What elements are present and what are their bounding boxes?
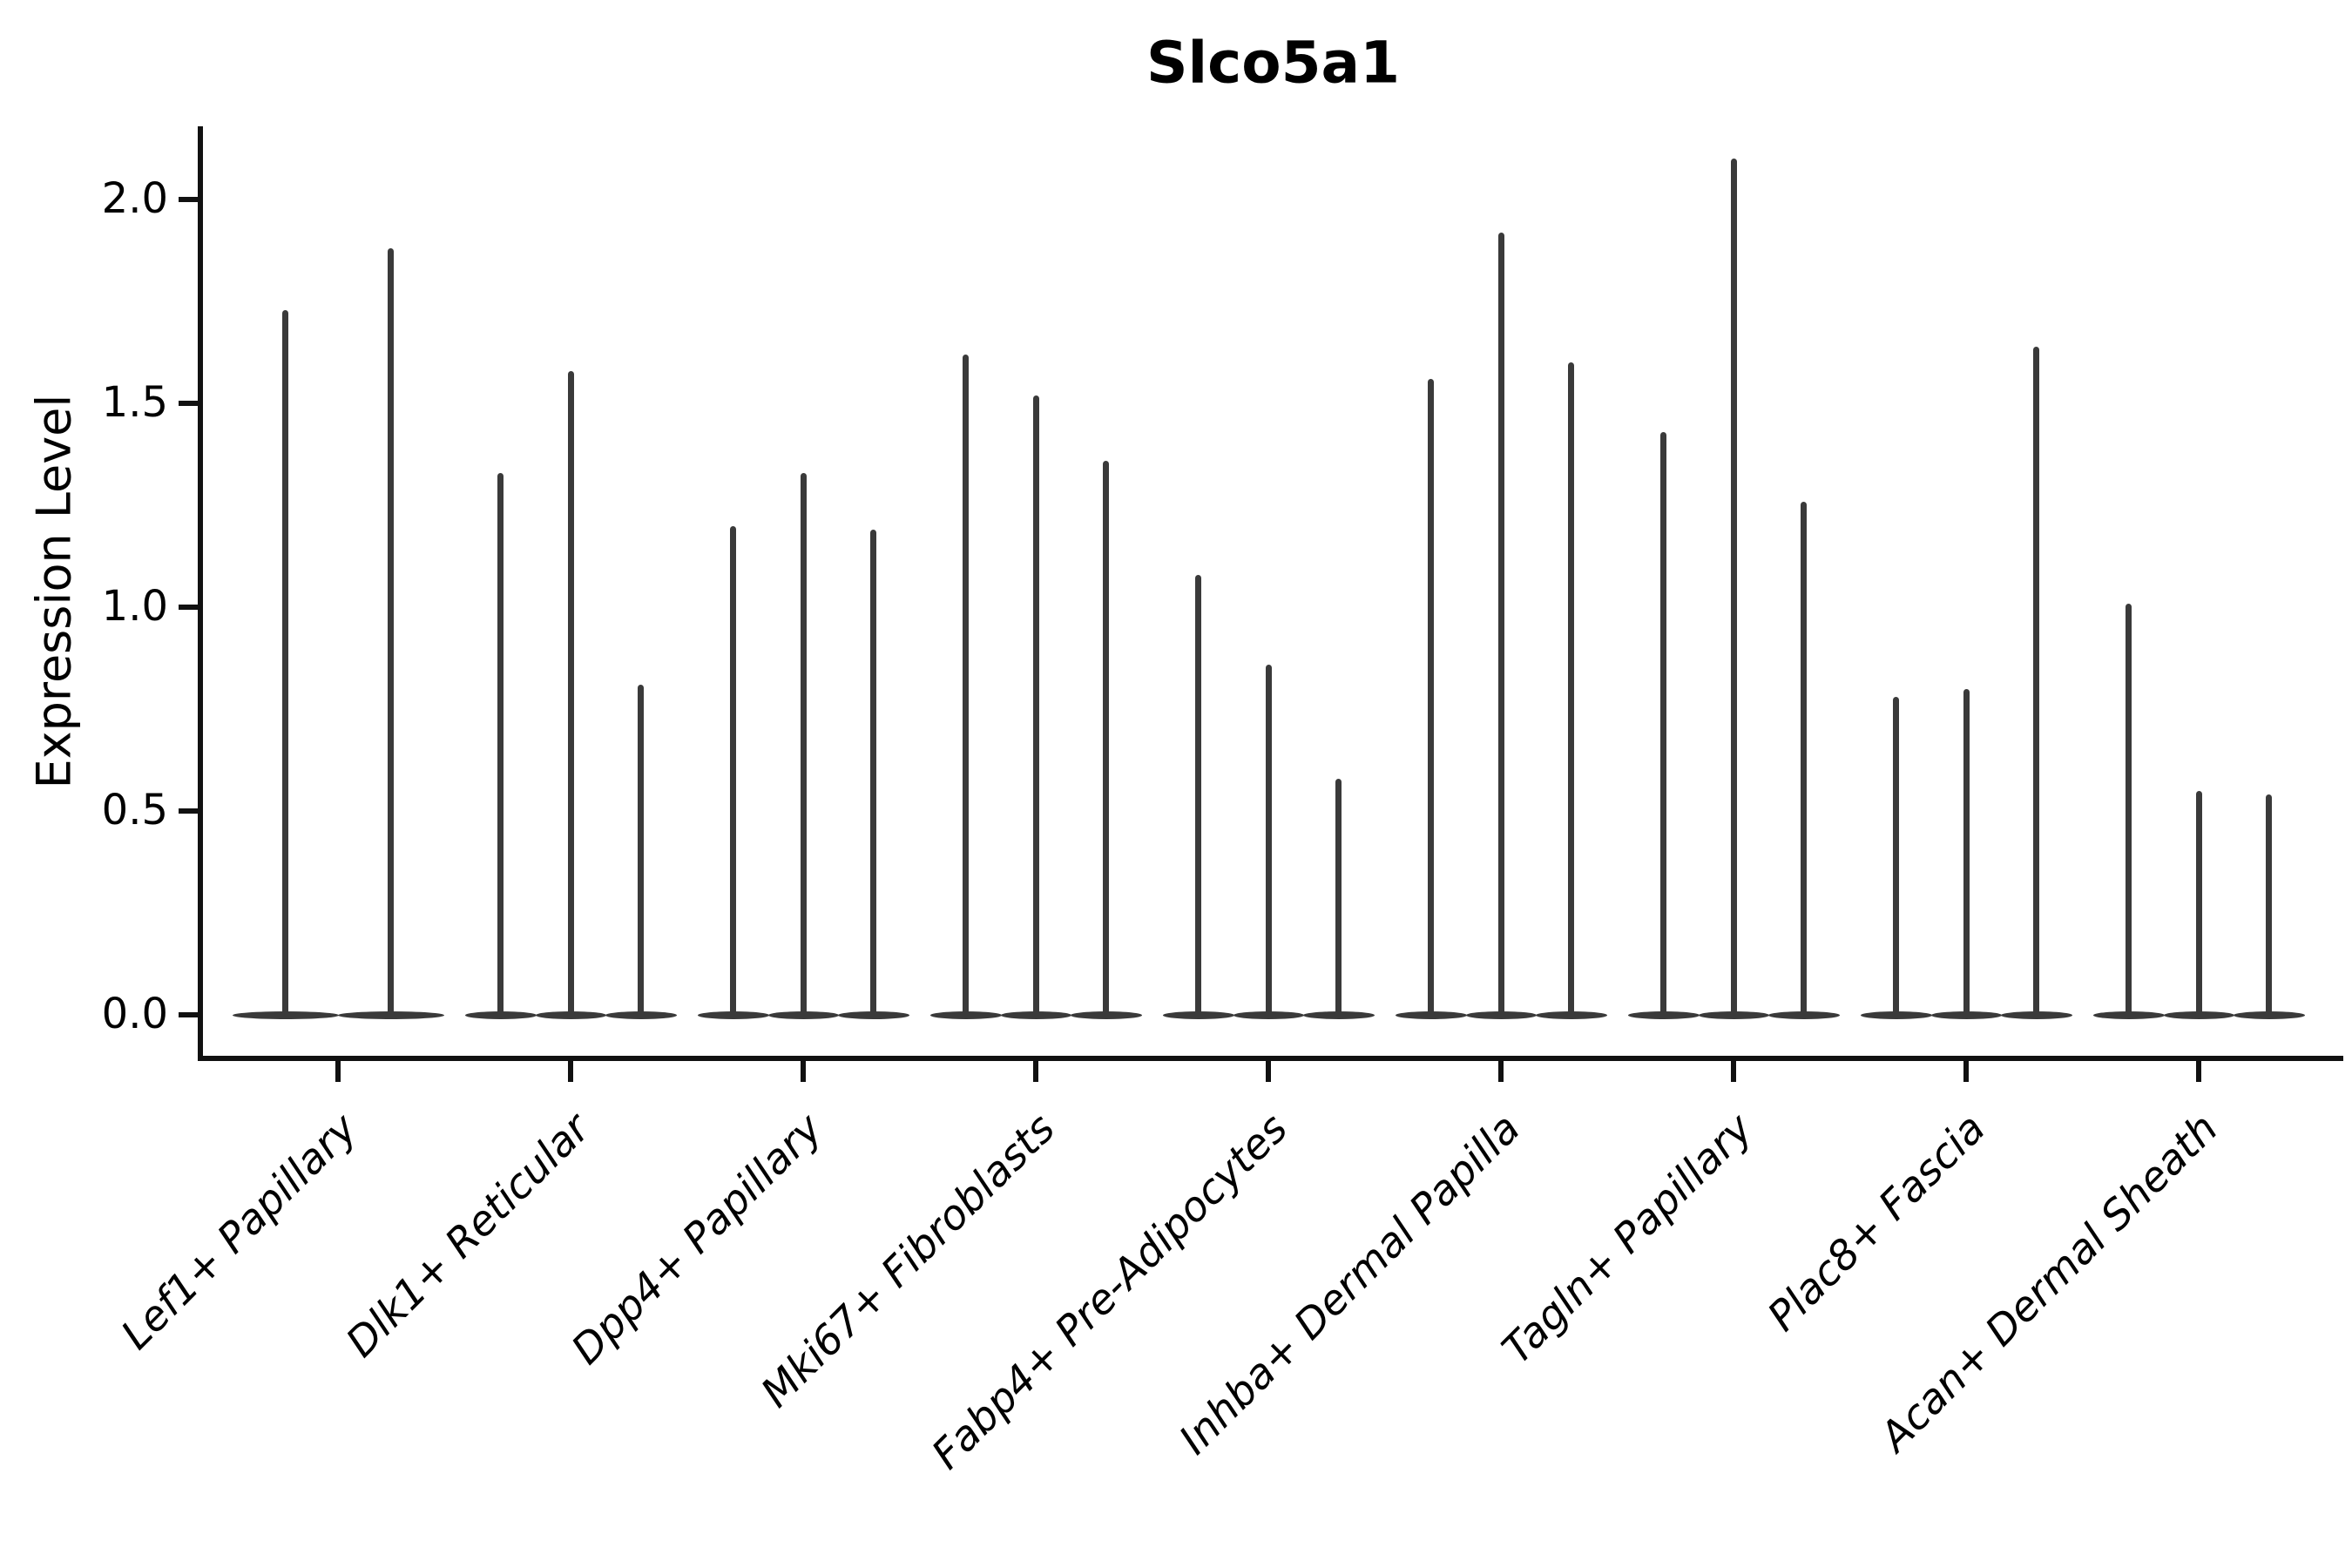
violin-spike bbox=[2266, 794, 2273, 1016]
violin-base bbox=[1861, 1010, 1932, 1019]
x-tick bbox=[2196, 1061, 2201, 1082]
violin-base bbox=[1465, 1010, 1538, 1019]
y-tick-label: 0.0 bbox=[101, 990, 168, 1039]
x-axis-spine bbox=[198, 1056, 2343, 1061]
violin-base bbox=[2001, 1010, 2072, 1019]
violin-base bbox=[698, 1010, 769, 1019]
violin-base bbox=[1000, 1010, 1072, 1019]
y-axis-spine bbox=[198, 126, 203, 1061]
violin-base bbox=[838, 1010, 909, 1019]
violin-base bbox=[1768, 1010, 1840, 1019]
x-tick bbox=[335, 1061, 341, 1082]
x-tick-label: Dlk1+ Reticular bbox=[336, 1105, 599, 1367]
violin-base bbox=[1930, 1010, 2003, 1019]
y-tick bbox=[179, 605, 198, 611]
x-tick bbox=[1033, 1061, 1038, 1082]
x-tick-label: Plac8+ Fascia bbox=[1758, 1105, 1995, 1342]
x-tick bbox=[1266, 1061, 1271, 1082]
x-tick-label: Tagln+ Papillary bbox=[1493, 1105, 1762, 1374]
violin-base bbox=[2163, 1010, 2235, 1019]
plot-title: Slco5a1 bbox=[1146, 29, 1401, 97]
violin-base bbox=[930, 1010, 1002, 1019]
violin-base bbox=[535, 1010, 607, 1019]
violin-spike bbox=[1032, 395, 1039, 1016]
violin-spike bbox=[800, 472, 807, 1016]
x-tick bbox=[1963, 1061, 1969, 1082]
violin-base bbox=[233, 1010, 339, 1019]
violin-spike bbox=[1730, 159, 1737, 1016]
violin-base bbox=[1163, 1010, 1234, 1019]
y-tick bbox=[179, 1012, 198, 1018]
x-tick bbox=[1731, 1061, 1736, 1082]
x-tick bbox=[568, 1061, 573, 1082]
violin-base bbox=[1071, 1010, 1142, 1019]
violin-base bbox=[1303, 1010, 1375, 1019]
violin-spike bbox=[1103, 460, 1110, 1016]
violin-base bbox=[605, 1010, 677, 1019]
y-tick-label: 1.5 bbox=[101, 378, 168, 428]
y-tick-label: 1.0 bbox=[101, 582, 168, 632]
violin-base bbox=[2093, 1010, 2165, 1019]
violin-spike bbox=[497, 472, 504, 1016]
x-tick bbox=[801, 1061, 806, 1082]
violin-spike bbox=[1497, 232, 1504, 1016]
violin-spike bbox=[1659, 431, 1666, 1016]
violin-spike bbox=[2195, 790, 2202, 1016]
y-tick-label: 0.5 bbox=[101, 786, 168, 835]
violin-spike bbox=[638, 685, 645, 1016]
violin-spike bbox=[567, 370, 574, 1016]
violin-spike bbox=[962, 355, 969, 1016]
violin-spike bbox=[1427, 379, 1434, 1016]
y-tick bbox=[179, 808, 198, 814]
violin-base bbox=[1233, 1010, 1305, 1019]
violin-spike bbox=[1194, 574, 1201, 1016]
violin-base bbox=[338, 1010, 444, 1019]
violin-base bbox=[1628, 1010, 1700, 1019]
violin-spike bbox=[1335, 778, 1342, 1016]
y-tick bbox=[179, 197, 198, 203]
x-tick-label: Dpp4+ Papillary bbox=[562, 1105, 832, 1375]
x-tick bbox=[1498, 1061, 1504, 1082]
violin-spike bbox=[870, 530, 877, 1016]
violin-spike bbox=[1265, 664, 1272, 1016]
violin-base bbox=[1698, 1010, 1770, 1019]
violin-spike bbox=[282, 309, 288, 1016]
y-tick-label: 2.0 bbox=[101, 174, 168, 224]
y-tick bbox=[179, 401, 198, 407]
violin-spike bbox=[1568, 362, 1575, 1016]
violin-spike bbox=[1963, 688, 1970, 1016]
violin-base bbox=[1396, 1010, 1467, 1019]
violin-spike bbox=[729, 525, 736, 1016]
violin-spike bbox=[2033, 346, 2040, 1016]
x-tick-label: Lef1+ Papillary bbox=[112, 1105, 367, 1360]
violin-spike bbox=[1801, 501, 1808, 1016]
violin-base bbox=[465, 1010, 537, 1019]
violin-spike bbox=[1892, 697, 1899, 1016]
violin-base bbox=[2234, 1010, 2305, 1019]
violin-base bbox=[1536, 1010, 1607, 1019]
violin-spike bbox=[388, 248, 394, 1016]
violin-spike bbox=[2125, 603, 2132, 1016]
violin-base bbox=[767, 1010, 840, 1019]
